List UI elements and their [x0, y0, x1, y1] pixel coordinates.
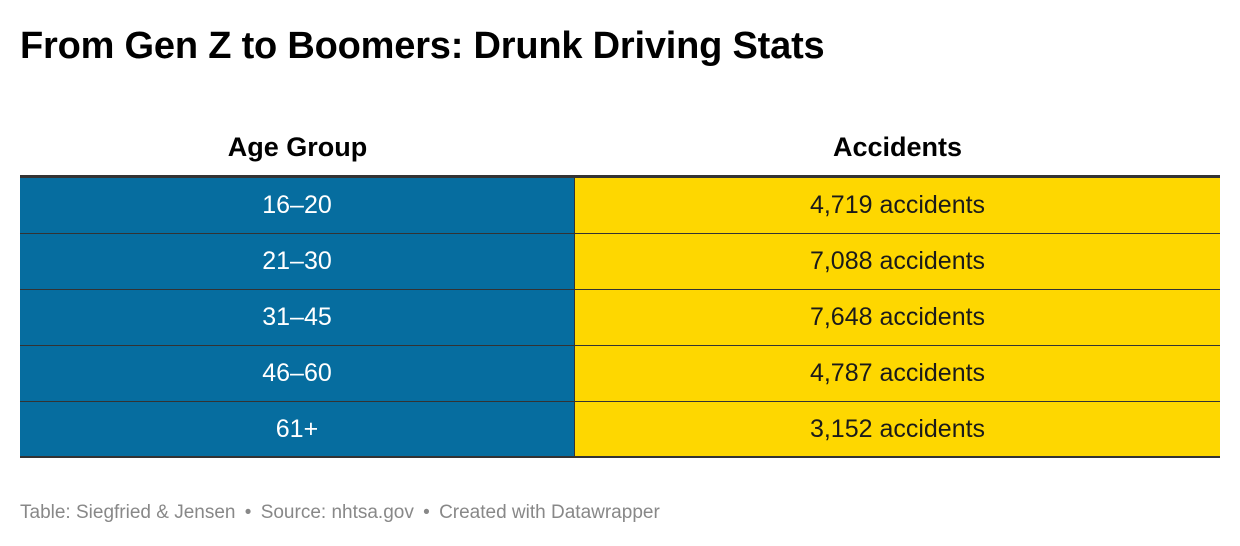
accidents-cell: 7,088 accidents — [575, 234, 1220, 289]
source-credit: Source: nhtsa.gov — [260, 502, 414, 523]
table-row: 31–45 7,648 accidents — [20, 290, 1220, 346]
chart-footer: Table: Siegfried & Jensen • Source: nhts… — [20, 500, 660, 526]
column-header-age-group[interactable]: Age Group — [227, 131, 368, 162]
column-header-accidents[interactable]: Accidents — [832, 131, 963, 162]
age-group-cell: 16–20 — [20, 178, 575, 233]
table-credit: Table: Siegfried & Jensen — [20, 502, 236, 523]
accidents-cell: 3,152 accidents — [575, 402, 1220, 456]
age-group-cell: 61+ — [20, 402, 575, 456]
accidents-cell: 7,648 accidents — [575, 290, 1220, 345]
accidents-cell: 4,719 accidents — [575, 178, 1220, 233]
table-row: 21–30 7,088 accidents — [20, 234, 1220, 290]
footer-separator: • — [423, 502, 430, 523]
accidents-cell: 4,787 accidents — [575, 346, 1220, 401]
table-row: 46–60 4,787 accidents — [20, 346, 1220, 402]
age-group-cell: 46–60 — [20, 346, 575, 401]
age-group-cell: 21–30 — [20, 234, 575, 289]
table-header-row: Age Group Accidents — [20, 118, 1220, 178]
chart-title: From Gen Z to Boomers: Drunk Driving Sta… — [20, 25, 825, 67]
age-group-cell: 31–45 — [20, 290, 575, 345]
data-table: Age Group Accidents 16–20 4,719 accident… — [20, 118, 1220, 458]
table-row: 16–20 4,719 accidents — [20, 178, 1220, 234]
table-row: 61+ 3,152 accidents — [20, 402, 1220, 458]
datawrapper-link[interactable]: Created with Datawrapper — [439, 502, 660, 523]
footer-separator: • — [244, 502, 252, 523]
